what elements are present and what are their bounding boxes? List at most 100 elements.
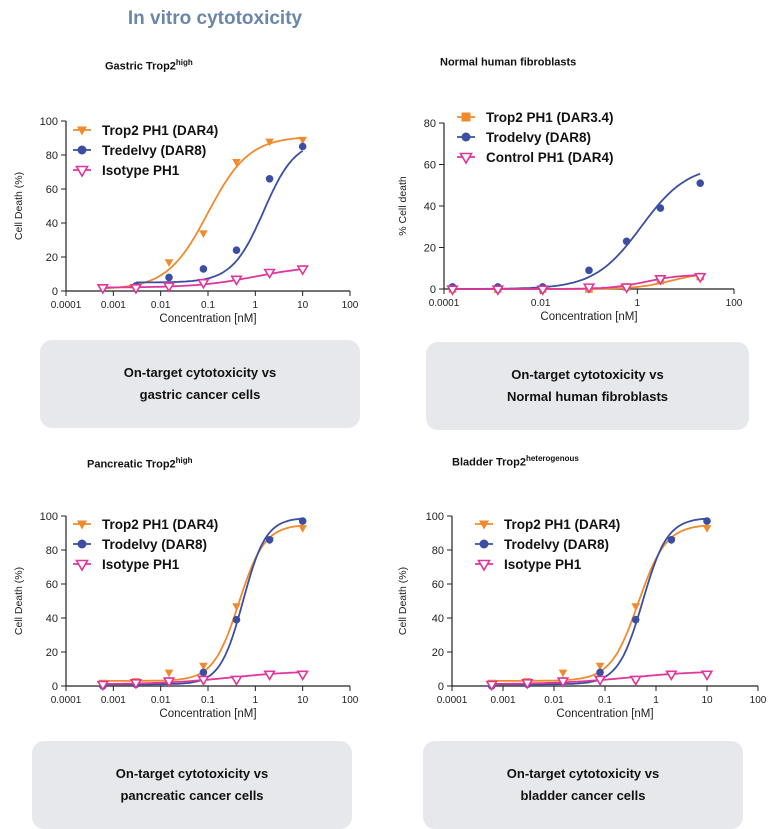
legend-marker	[77, 126, 87, 136]
legend-marker	[77, 145, 87, 155]
legend-label: Trop2 PH1 (DAR4)	[102, 517, 218, 532]
x-tick-label: 100	[726, 298, 743, 309]
series-2	[485, 670, 714, 692]
chart-gastric: 0 20 40 60 80 100 0.0001 0.001 0.01 0.1 1 10 100 Conc…	[13, 116, 359, 325]
data-point	[129, 679, 143, 690]
data-point	[298, 517, 307, 525]
data-point	[700, 670, 714, 681]
data-point	[491, 285, 505, 296]
legend-label: Trodelvy (DAR8)	[486, 130, 591, 145]
legend-label: Tredelvy (DAR8)	[102, 143, 206, 158]
summary-box-gastric: On-target cytotoxicity vs gastric cancer…	[40, 340, 360, 428]
fit-curve	[135, 150, 304, 284]
chart-pancreatic: 0 20 40 60 80 100 0.0001 0.001 0.01 0.1 1 10 100 Conc…	[13, 511, 359, 720]
data-point	[595, 662, 605, 671]
panel-title-gastric: Gastric Trop2high	[105, 58, 193, 73]
data-point	[446, 285, 459, 296]
legend-marker	[77, 520, 87, 530]
x-tick-label: 10	[297, 300, 309, 311]
legend-label: Trodelvy (DAR8)	[102, 537, 207, 552]
x-axis-label: Concentration [nM]	[540, 311, 637, 323]
data-point	[199, 230, 208, 238]
legend-label: Trop2 PH1 (DAR3.4)	[486, 110, 614, 125]
x-tick-label: 1	[653, 695, 659, 706]
data-point	[556, 677, 570, 688]
y-tick-label: 20	[46, 252, 58, 264]
x-tick-label: 1	[253, 695, 259, 706]
y-axis-label: % Cell death	[397, 176, 409, 236]
data-point	[629, 675, 642, 687]
data-point	[199, 668, 208, 677]
data-point	[129, 284, 143, 295]
data-point	[232, 615, 241, 624]
data-point	[593, 675, 607, 687]
legend-marker	[461, 112, 471, 122]
legend-marker	[479, 520, 489, 530]
data-point	[164, 259, 174, 267]
x-tick-label: 0.1	[201, 695, 215, 706]
fit-curve	[452, 172, 701, 290]
x-tick-label: 100	[342, 695, 359, 706]
chart-bladder: 0 20 40 60 80 100 0.0001 0.001 0.01 0.1 1 10 100 Conc…	[397, 511, 767, 720]
y-tick-label: 60	[424, 160, 436, 172]
data-point	[558, 669, 568, 678]
legend-label: Isotype PH1	[102, 557, 180, 572]
legend-marker	[75, 559, 89, 572]
data-point	[230, 675, 243, 687]
x-axis-label: Concentration [nM]	[159, 313, 256, 325]
series-2	[96, 670, 309, 692]
legend-label: Control PH1 (DAR4)	[486, 150, 614, 165]
series-1	[448, 172, 705, 291]
data-point	[96, 680, 110, 692]
data-point	[162, 282, 176, 293]
data-point	[230, 275, 243, 286]
data-point	[298, 525, 307, 533]
y-tick-label: 60	[432, 579, 444, 591]
y-tick-label: 40	[46, 218, 58, 230]
summary-box-bladder: On-target cytotoxicity vs bladder cancer…	[423, 741, 743, 829]
y-tick-label: 0	[52, 681, 58, 693]
data-point	[265, 175, 274, 183]
data-point	[232, 603, 241, 611]
data-point	[536, 285, 549, 296]
x-tick-label: 0.01	[544, 695, 564, 706]
summary-line: pancreatic cancer cells	[120, 788, 264, 803]
data-point	[703, 517, 711, 525]
y-tick-label: 0	[438, 681, 444, 693]
page-title: In vitro cytotoxicity	[127, 8, 303, 29]
y-tick-label: 0	[430, 284, 436, 296]
legend-marker	[477, 559, 491, 572]
y-tick-label: 80	[46, 150, 58, 162]
x-axis-label: Concentration [nM]	[556, 708, 653, 720]
data-point	[232, 159, 241, 167]
summary-box-pancreatic: On-target cytotoxicity vs pancreatic can…	[32, 741, 352, 829]
data-point	[665, 670, 678, 681]
data-point	[265, 138, 274, 147]
panel-title-pancreatic: Pancreatic Trop2high	[87, 456, 193, 471]
legend-marker	[461, 132, 471, 142]
summary-line: On-target cytotoxicity vs	[511, 367, 664, 382]
data-point	[596, 668, 604, 677]
data-point	[232, 246, 241, 254]
data-point	[263, 670, 276, 681]
legend-marker	[479, 539, 489, 549]
series-2	[96, 265, 309, 295]
summary-box-fibroblasts: On-target cytotoxicity vs Normal human f…	[426, 342, 749, 430]
y-tick-label: 40	[46, 613, 58, 625]
summary-line: On-target cytotoxicity vs	[506, 766, 660, 781]
y-tick-label: 80	[432, 545, 444, 557]
legend-label: Isotype PH1	[504, 557, 582, 572]
x-tick-label: 0.1	[201, 300, 215, 311]
data-point	[199, 265, 208, 273]
y-tick-label: 20	[46, 647, 58, 659]
data-point	[631, 615, 640, 624]
legend-label: Trodelvy (DAR8)	[504, 537, 609, 552]
x-tick-label: 0.0001	[51, 300, 82, 311]
x-tick-label: 0.0001	[437, 695, 468, 706]
legend-marker	[77, 539, 87, 549]
legend-label: Trop2 PH1 (DAR4)	[504, 517, 620, 532]
y-tick-label: 100	[426, 511, 444, 523]
x-tick-label: 0.01	[151, 695, 171, 706]
summary-line: bladder cancer cells	[520, 788, 646, 803]
y-tick-label: 40	[432, 613, 444, 625]
